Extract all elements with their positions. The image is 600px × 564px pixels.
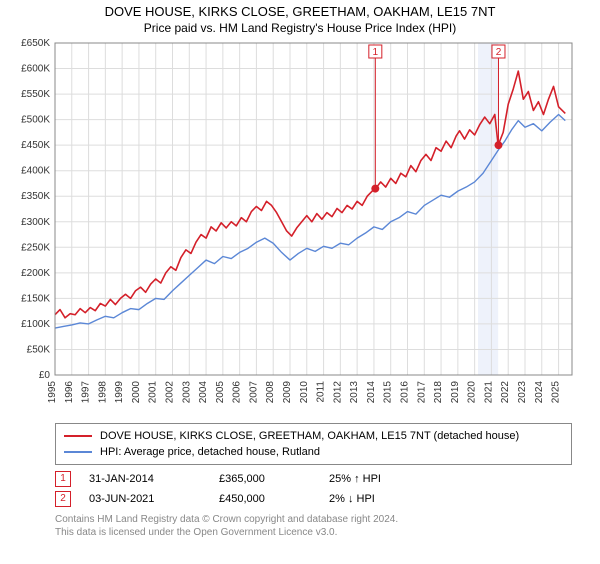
marker-flag-label: 1 (373, 47, 379, 58)
transaction-date: 03-JUN-2021 (89, 489, 219, 509)
marker-dot (494, 141, 502, 149)
x-tick-label: 2010 (299, 381, 310, 404)
transaction-date: 31-JAN-2014 (89, 469, 219, 489)
x-tick-label: 2017 (416, 381, 427, 404)
x-tick-label: 2012 (332, 381, 343, 404)
x-tick-label: 2007 (248, 381, 259, 404)
transaction-price: £450,000 (219, 489, 329, 509)
y-tick-label: £650K (21, 39, 50, 49)
x-tick-label: 2003 (181, 381, 192, 404)
x-tick-label: 2014 (366, 381, 377, 404)
line-chart-svg: £0 £50K £100K £150K £200K £250K £300K £350K £400… (0, 39, 600, 417)
x-tick-label: 1998 (97, 381, 108, 404)
transactions-table: 1 31-JAN-2014£365,00025% ↑ HPI 2 03-JUN-202… (55, 469, 572, 509)
y-tick-label: £600K (21, 64, 50, 75)
y-tick-label: £200K (21, 268, 50, 279)
transaction-marker-icon: 2 (55, 491, 71, 507)
y-tick-label: £300K (21, 217, 50, 228)
x-tick-label: 2022 (500, 381, 511, 404)
x-tick-label: 2002 (165, 381, 176, 404)
y-tick-label: £550K (21, 89, 50, 100)
transaction-row: 2 03-JUN-2021£450,0002% ↓ HPI (55, 489, 572, 509)
y-tick-label: £100K (21, 319, 50, 330)
x-tick-label: 2011 (316, 381, 327, 403)
x-tick-label: 2013 (349, 381, 360, 404)
highlight-band (478, 43, 498, 375)
transaction-change: 25% ↑ HPI (329, 469, 469, 489)
footnote-line: Contains HM Land Registry data © Crown c… (55, 513, 572, 526)
legend-label: DOVE HOUSE, KIRKS CLOSE, GREETHAM, OAKHA… (100, 428, 519, 444)
x-tick-label: 2015 (383, 381, 394, 404)
marker-dot (371, 185, 379, 193)
x-tick-label: 2021 (483, 381, 494, 404)
chart-subtitle: Price paid vs. HM Land Registry's House … (0, 21, 600, 35)
transaction-price: £365,000 (219, 469, 329, 489)
y-tick-label: £250K (21, 242, 50, 253)
x-tick-label: 2004 (198, 381, 209, 404)
footnote: Contains HM Land Registry data © Crown c… (55, 513, 572, 539)
x-tick-label: 2009 (282, 381, 293, 404)
chart-container: DOVE HOUSE, KIRKS CLOSE, GREETHAM, OAKHA… (0, 4, 600, 564)
transaction-marker-icon: 1 (55, 471, 71, 487)
y-tick-label: £0 (39, 370, 51, 381)
x-tick-label: 2023 (517, 381, 528, 404)
transaction-row: 1 31-JAN-2014£365,00025% ↑ HPI (55, 469, 572, 489)
y-tick-label: £500K (21, 115, 50, 126)
x-tick-label: 2018 (433, 381, 444, 404)
x-tick-label: 2000 (131, 381, 142, 404)
transaction-change: 2% ↓ HPI (329, 489, 469, 509)
x-tick-label: 2006 (232, 381, 243, 404)
legend-row: HPI: Average price, detached house, Rutl… (64, 444, 563, 460)
y-tick-label: £450K (21, 140, 50, 151)
chart-title: DOVE HOUSE, KIRKS CLOSE, GREETHAM, OAKHA… (0, 4, 600, 19)
x-tick-label: 1996 (64, 381, 75, 404)
x-tick-label: 2008 (265, 381, 276, 404)
y-tick-label: £50K (27, 344, 51, 355)
y-tick-label: £400K (21, 166, 50, 177)
footnote-line: This data is licensed under the Open Gov… (55, 526, 572, 539)
plot-area: £0 £50K £100K £150K £200K £250K £300K £350K £400… (0, 39, 596, 417)
legend-row: DOVE HOUSE, KIRKS CLOSE, GREETHAM, OAKHA… (64, 428, 563, 444)
legend: DOVE HOUSE, KIRKS CLOSE, GREETHAM, OAKHA… (55, 423, 572, 465)
x-tick-label: 2025 (551, 381, 562, 404)
y-tick-label: £350K (21, 191, 50, 202)
marker-flag-label: 2 (496, 47, 502, 58)
legend-label: HPI: Average price, detached house, Rutl… (100, 444, 320, 460)
x-tick-label: 1997 (81, 381, 92, 404)
x-tick-label: 2001 (148, 381, 159, 404)
legend-swatch (64, 451, 92, 453)
x-tick-label: 1999 (114, 381, 125, 404)
y-tick-label: £150K (21, 293, 50, 304)
x-tick-label: 1995 (47, 381, 58, 404)
legend-swatch (64, 435, 92, 437)
x-tick-label: 2024 (534, 381, 545, 404)
x-tick-label: 2020 (467, 381, 478, 404)
x-tick-label: 2005 (215, 381, 226, 404)
x-tick-label: 2016 (400, 381, 411, 404)
x-tick-label: 2019 (450, 381, 461, 404)
